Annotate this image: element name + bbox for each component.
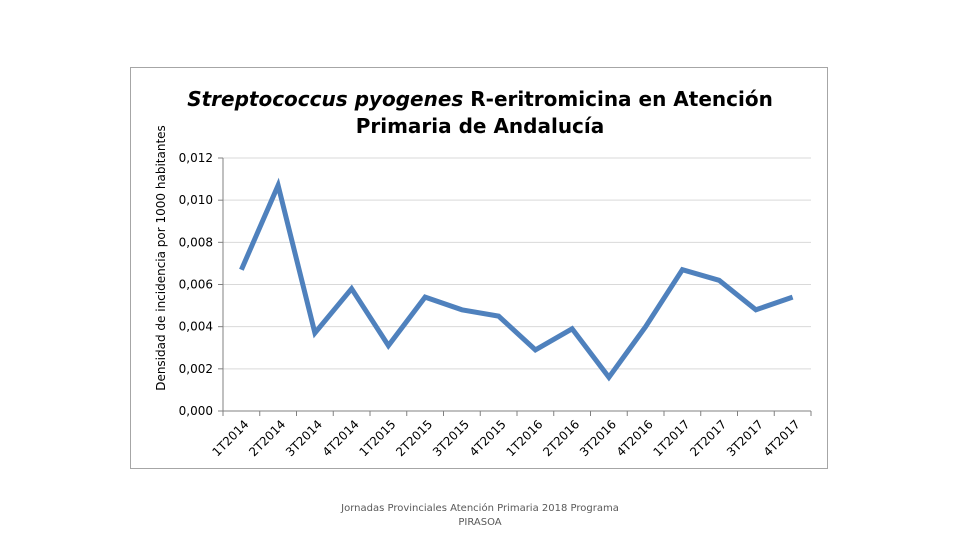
data-point (755, 309, 756, 310)
chart-title-italic: Streptococcus pyogenes (187, 87, 463, 111)
x-tick-label: 1T2015 (356, 417, 398, 459)
chart-frame: Streptococcus pyogenes R-eritromicina en… (130, 67, 828, 469)
axes (222, 158, 812, 416)
y-tick-labels: 0,000 0,002 0,004 0,006 0,008 0,010 0,012 (179, 151, 213, 418)
data-point (792, 297, 793, 298)
data-point (314, 332, 315, 333)
data-point (498, 316, 499, 317)
x-tick-label: 1T2017 (650, 417, 692, 459)
x-tick-label: 3T2016 (577, 417, 619, 459)
data-point (241, 269, 242, 270)
x-tick-label: 4T2016 (614, 417, 656, 459)
data-point (425, 297, 426, 298)
footer-caption: Jornadas Provinciales Atención Primaria … (330, 502, 630, 530)
y-axis-label: Densidad de incidencia por 1000 habitant… (154, 125, 168, 391)
y-tick-label: 0,006 (179, 278, 213, 292)
series-layer (239, 177, 794, 382)
x-tick-label: 3T2014 (283, 417, 325, 459)
x-tick-label: 2T2015 (393, 417, 435, 459)
line-chart: Streptococcus pyogenes R-eritromicina en… (154, 87, 812, 459)
data-point (535, 349, 536, 350)
x-tick-label: 4T2017 (761, 417, 803, 459)
footer-line2: PIRASOA (458, 517, 502, 528)
x-tick-label: 3T2015 (430, 417, 472, 459)
data-point (682, 269, 683, 270)
x-tick-label: 3T2017 (724, 417, 766, 459)
x-tick-label: 4T2014 (320, 417, 362, 459)
footer-line1: Jornadas Provinciales Atención Primaria … (341, 503, 619, 514)
x-tick-labels: 1T20142T20143T20144T20141T20152T20153T20… (209, 417, 802, 459)
y-tick-label: 0,010 (179, 193, 213, 207)
data-point (645, 326, 646, 327)
chart-title-rest: R-eritromicina en Atención (463, 87, 773, 111)
data-point (351, 288, 352, 289)
y-tick-label: 0,002 (179, 362, 213, 376)
series-line (239, 177, 794, 382)
x-tick-label: 4T2015 (467, 417, 509, 459)
data-point (388, 345, 389, 346)
x-tick-label: 1T2014 (209, 417, 251, 459)
data-point (608, 377, 609, 378)
x-tick-label: 2T2017 (687, 417, 729, 459)
data-point (461, 309, 462, 310)
x-tick-label: 2T2014 (246, 417, 288, 459)
y-tick-label: 0,008 (179, 235, 213, 249)
chart-title-line2: Primaria de Andalucía (356, 114, 605, 138)
y-tick-label: 0,012 (179, 151, 213, 165)
data-point (572, 328, 573, 329)
data-point (278, 185, 279, 186)
data-point (719, 280, 720, 281)
y-tick-label: 0,004 (179, 320, 213, 334)
chart-title-line1: Streptococcus pyogenes R-eritromicina en… (187, 87, 773, 111)
x-tick-label: 1T2016 (503, 417, 545, 459)
y-tick-label: 0,000 (179, 404, 213, 418)
x-tick-label: 2T2016 (540, 417, 582, 459)
